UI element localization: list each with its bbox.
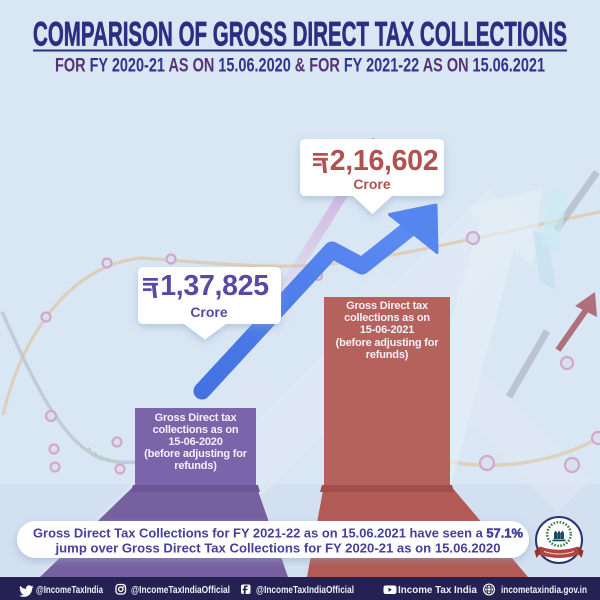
svg-text:FOR FY 2020-21 AS ON 15.06.202: FOR FY 2020-21 AS ON 15.06.2020 & FOR FY…: [55, 55, 545, 77]
svg-text:COMPARISON OF GROSS DIRECT TAX: COMPARISON OF GROSS DIRECT TAX COLLECTIO…: [33, 16, 567, 54]
svg-text:@IncomeTaxIndiaOfficial: @IncomeTaxIndiaOfficial: [131, 584, 230, 596]
svg-text:incometaxindia.gov.in: incometaxindia.gov.in: [501, 584, 587, 596]
svg-text:@IncomeTaxIndiaOfficial: @IncomeTaxIndiaOfficial: [256, 584, 354, 596]
svg-text:jump over Gross Direct Tax Col: jump over Gross Direct Tax Collections f…: [54, 541, 500, 556]
svg-text:Income Tax India: Income Tax India: [398, 584, 477, 596]
svg-text:@IncomeTaxIndia: @IncomeTaxIndia: [36, 584, 103, 596]
svg-text:Gross Direct Tax Collections f: Gross Direct Tax Collections for FY 2021…: [33, 526, 523, 541]
